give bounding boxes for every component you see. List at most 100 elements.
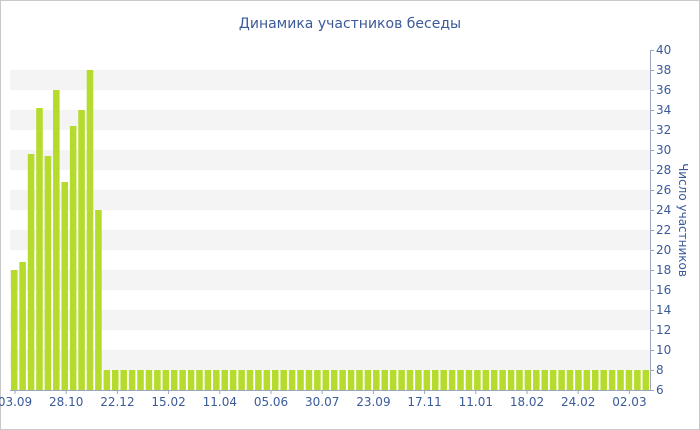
x-tick-label: 05.06 (254, 395, 288, 409)
bar (213, 370, 220, 390)
bar (297, 370, 304, 390)
x-tick-label: 02.03 (612, 395, 646, 409)
x-tick-label: 17.11 (407, 395, 441, 409)
x-tick-label: 23.09 (356, 395, 390, 409)
bar (381, 370, 389, 390)
y-tick-label: 12 (656, 323, 671, 337)
bar (339, 370, 346, 390)
bar (516, 370, 523, 390)
bar (440, 370, 447, 390)
bar (642, 370, 650, 390)
x-tick-label: 30.07 (305, 395, 339, 409)
x-tick-labels: 03.09 28.10 22.12 15.02 11.04 05.06 30.07 23.09… (0, 390, 647, 409)
bar (271, 370, 279, 390)
y-tick-label: 32 (656, 123, 671, 137)
bar (27, 154, 35, 390)
bar (541, 370, 549, 390)
bar (398, 370, 405, 390)
bar (558, 370, 565, 390)
x-tick-label: 28.10 (49, 395, 83, 409)
bar (10, 270, 18, 390)
bar (625, 370, 633, 390)
bar (120, 370, 127, 390)
bar (229, 370, 237, 390)
bar (533, 370, 540, 390)
y-tick-label: 38 (656, 63, 671, 77)
bar (330, 370, 338, 390)
bar (221, 370, 229, 390)
grid-band (10, 310, 650, 330)
bar (53, 90, 60, 390)
bar (263, 370, 271, 390)
bar (44, 156, 52, 390)
bar (583, 370, 591, 390)
grid-band (10, 350, 650, 370)
y-tick-label: 34 (656, 103, 671, 117)
bar (179, 370, 186, 390)
bar (474, 370, 481, 390)
y-tick-label: 6 (656, 383, 664, 397)
grid-band (10, 110, 650, 130)
bar (246, 370, 254, 390)
y-tick-label: 8 (656, 363, 664, 377)
grid-band (10, 70, 650, 90)
bar (19, 262, 26, 390)
x-tick-label: 18.02 (510, 395, 544, 409)
bar (490, 370, 498, 390)
bar (204, 370, 212, 390)
bar (566, 370, 574, 390)
bar (507, 370, 515, 390)
y-tick-label: 22 (656, 223, 671, 237)
x-tick-label: 11.01 (459, 395, 493, 409)
x-tick-label: 24.02 (561, 395, 595, 409)
bar (600, 370, 607, 390)
y-tick-label: 30 (656, 143, 671, 157)
bars-group (10, 70, 650, 390)
bar (187, 370, 195, 390)
bar (137, 370, 144, 390)
bar (111, 370, 119, 390)
bar (423, 370, 431, 390)
y-tick-label: 16 (656, 283, 671, 297)
bar (170, 370, 178, 390)
y-axis-label: Число участников (676, 163, 690, 277)
bar (280, 370, 287, 390)
bar (255, 370, 262, 390)
bar (634, 370, 641, 390)
bar (364, 370, 372, 390)
bar (524, 370, 532, 390)
grid-band (10, 230, 650, 250)
bar (322, 370, 330, 390)
bar (617, 370, 624, 390)
y-tick-label: 24 (656, 203, 671, 217)
y-tick-label: 18 (656, 263, 671, 277)
bar (448, 370, 456, 390)
x-tick-label: 15.02 (151, 395, 185, 409)
bar (591, 370, 599, 390)
bar (36, 108, 43, 390)
chart-title: Динамика участников беседы (239, 16, 461, 32)
bar (288, 370, 296, 390)
bar (103, 370, 111, 390)
bar (406, 370, 414, 390)
x-tick-label: 03.09 (0, 395, 32, 409)
bar (69, 126, 77, 390)
bar (128, 370, 136, 390)
bar (499, 370, 506, 390)
y-tick-label: 26 (656, 183, 671, 197)
x-tick-label: 11.04 (203, 395, 237, 409)
x-tick-label: 22.12 (100, 395, 134, 409)
bar (162, 370, 170, 390)
bar (415, 370, 422, 390)
y-tick-labels: 6 8 10 12 14 16 18 20 22 24 26 28 30 32 34 36 38 40 (650, 43, 671, 397)
bar (373, 370, 380, 390)
grid-band (10, 270, 650, 290)
bar (78, 110, 85, 390)
y-tick-label: 14 (656, 303, 671, 317)
grid-bands (10, 70, 650, 370)
bar (86, 70, 94, 390)
grid-band (10, 190, 650, 210)
bar (61, 182, 69, 390)
bar (314, 370, 321, 390)
